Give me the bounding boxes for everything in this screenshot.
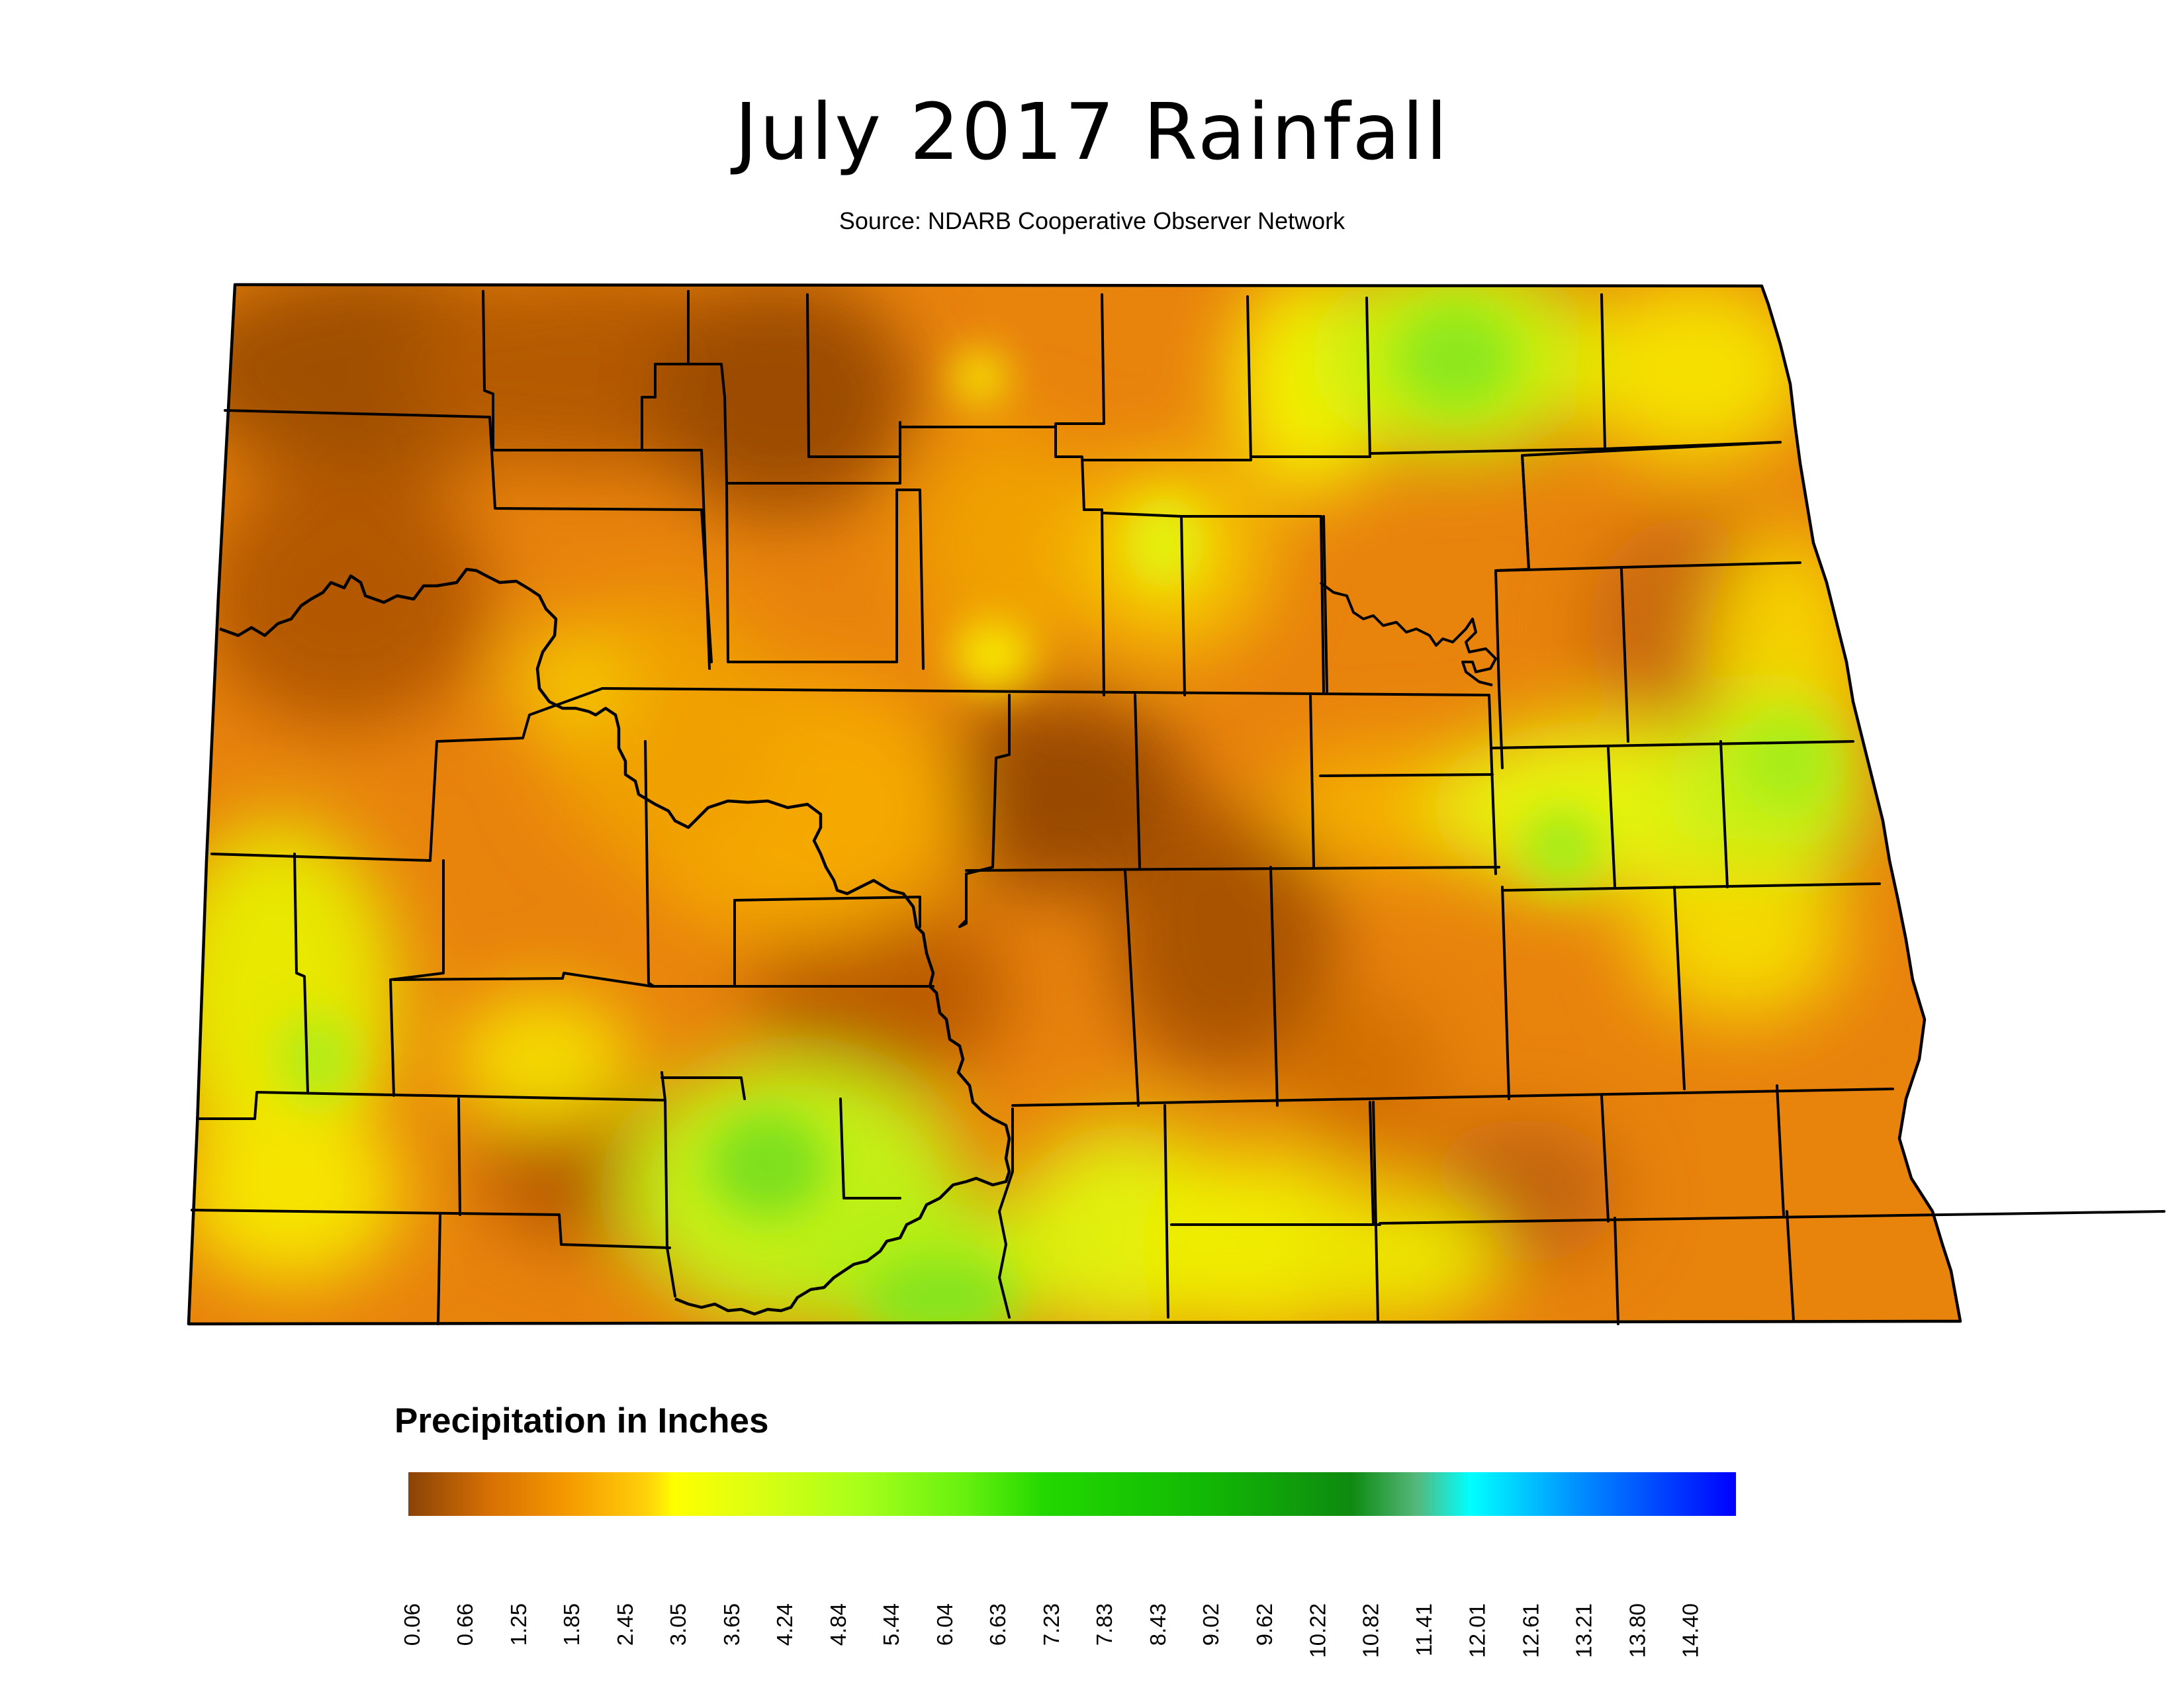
legend-tick-label: 5.44 [878, 1530, 905, 1646]
legend-tick-text: 11.41 [1412, 1603, 1437, 1657]
legend-tick-label: 13.80 [1624, 1530, 1651, 1658]
legend-tick-label: 10.22 [1304, 1530, 1331, 1658]
legend-tick-text: 9.62 [1252, 1603, 1277, 1646]
legend-tick-label: 3.65 [718, 1530, 745, 1646]
legend-tick-label: 11.41 [1411, 1530, 1437, 1656]
legend-tick-text: 4.84 [826, 1603, 850, 1646]
legend-tick-label: 2.45 [612, 1530, 638, 1646]
legend-tick-label: 7.83 [1091, 1530, 1118, 1646]
legend-tick-text: 3.05 [666, 1603, 691, 1646]
legend-tick-label: 9.02 [1198, 1530, 1224, 1646]
legend-tick-label: 9.62 [1251, 1530, 1277, 1646]
legend-tick-label: 0.66 [452, 1530, 478, 1646]
legend-tick-text: 13.21 [1572, 1603, 1596, 1658]
legend-tick-label: 12.01 [1464, 1530, 1490, 1658]
legend-tick-text: 13.80 [1625, 1603, 1650, 1658]
map-title: July 2017 Rainfall [734, 86, 1450, 177]
legend-tick-text: 2.45 [613, 1603, 637, 1646]
legend-tick-label: 12.61 [1518, 1530, 1544, 1658]
legend-tick-text: 0.66 [453, 1603, 478, 1646]
legend-tick-label: 13.21 [1570, 1530, 1597, 1658]
legend-tick-text: 7.23 [1039, 1603, 1064, 1646]
legend-tick-label: 1.25 [505, 1530, 531, 1646]
legend-tick-text: 10.22 [1305, 1603, 1330, 1658]
legend-tick-text: 0.06 [400, 1603, 424, 1646]
legend-tick-text: 1.25 [506, 1603, 531, 1646]
legend-tick-label: 6.63 [985, 1530, 1011, 1646]
legend-tick-text: 3.65 [719, 1603, 744, 1646]
county-boundaries [191, 290, 2165, 1325]
legend-tick-label: 8.43 [1144, 1530, 1171, 1646]
legend-tick-label: 4.24 [772, 1530, 798, 1646]
legend-tick-text: 6.04 [933, 1603, 957, 1646]
legend-tick-text: 14.40 [1678, 1603, 1703, 1658]
legend-tick-text: 9.02 [1199, 1603, 1224, 1646]
legend-tick-text: 1.85 [559, 1603, 584, 1646]
sheyenne-river [1319, 581, 1497, 686]
legend-tick-text: 8.43 [1146, 1603, 1170, 1646]
legend-tick-label: 1.85 [559, 1530, 585, 1646]
legend-tick-label: 0.06 [398, 1530, 425, 1646]
legend-tick-label: 6.04 [931, 1530, 958, 1646]
legend-color-bar [408, 1472, 1736, 1516]
legend-tick-label: 7.23 [1038, 1530, 1064, 1646]
legend-tick-label: 4.84 [825, 1530, 851, 1646]
state-outline [187, 283, 1962, 1326]
legend-tick-text: 12.61 [1518, 1603, 1543, 1658]
legend-tick-label: 3.05 [665, 1530, 692, 1646]
legend-tick-text: 12.01 [1465, 1603, 1490, 1658]
legend-tick-label: 10.82 [1357, 1530, 1384, 1658]
legend-title: Precipitation in Inches [394, 1401, 769, 1440]
legend-tick-text: 7.83 [1092, 1603, 1117, 1646]
legend-tick-text: 10.82 [1359, 1603, 1383, 1658]
legend-tick-text: 5.44 [879, 1603, 904, 1646]
legend-tick-text: 6.63 [985, 1603, 1011, 1646]
legend-tick-label: 14.40 [1677, 1530, 1704, 1658]
missouri-river [219, 567, 1011, 1316]
legend-tick-text: 4.24 [772, 1603, 797, 1646]
map-subtitle: Source: NDARB Cooperative Observer Netwo… [839, 207, 1345, 234]
